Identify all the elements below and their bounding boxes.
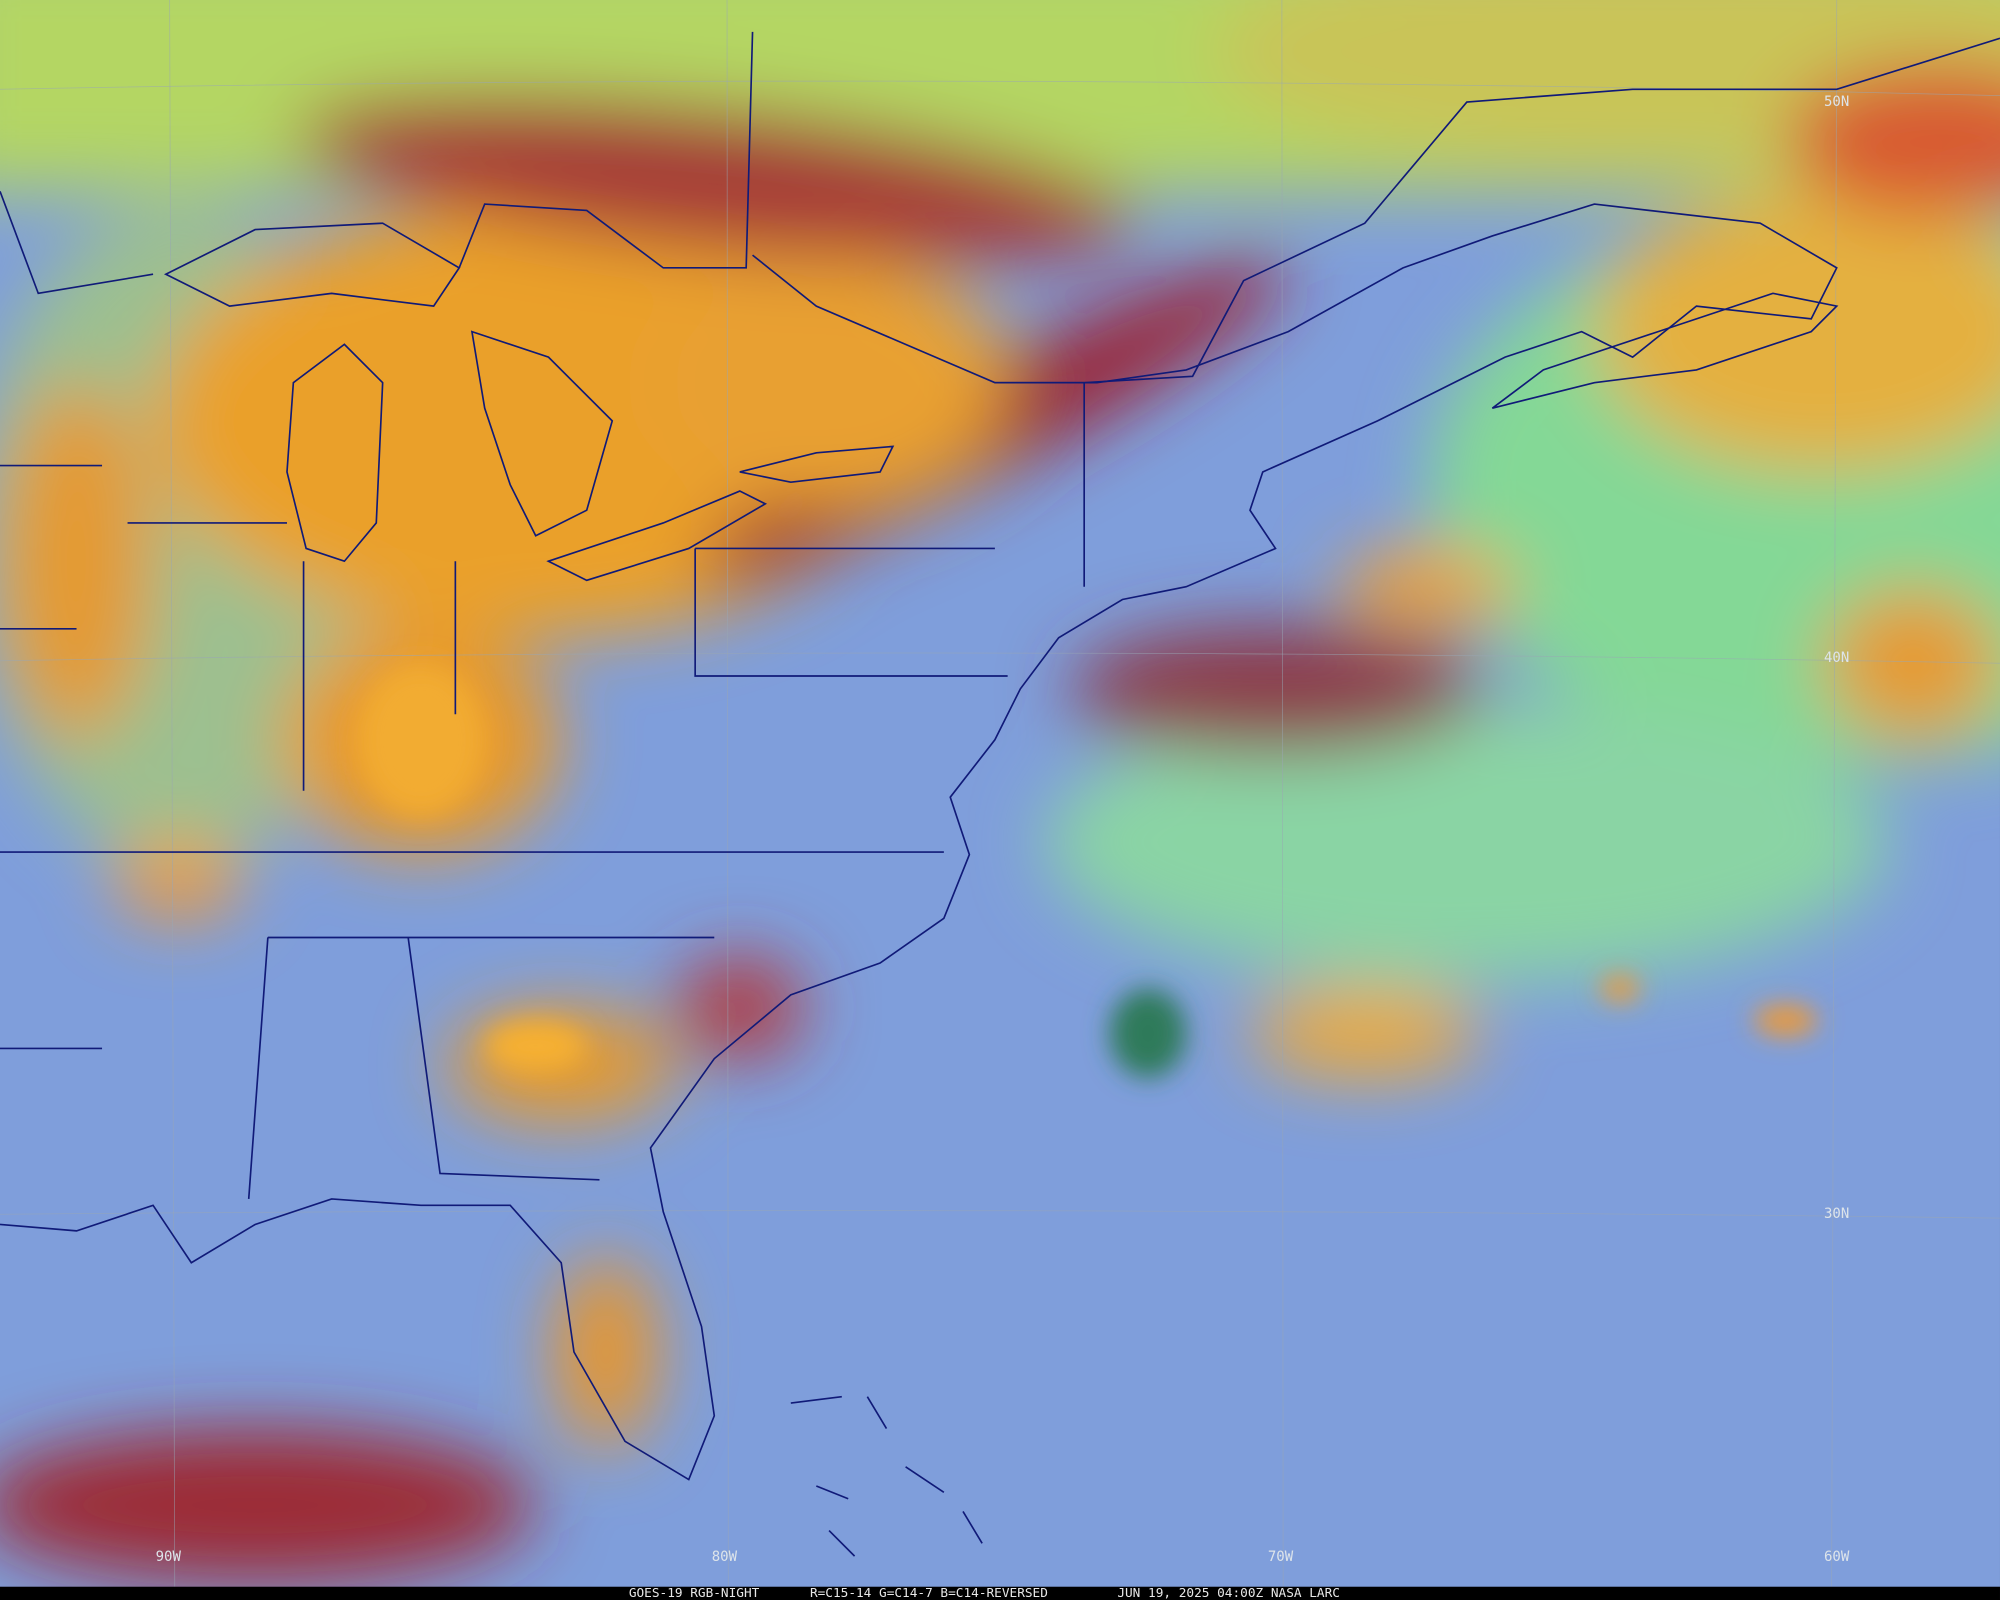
lon-label: 80W xyxy=(712,1549,738,1565)
meridian xyxy=(1281,0,1284,1587)
footer-satellite: GOES-19 RGB-NIGHT xyxy=(629,1586,760,1600)
coastline xyxy=(0,203,1838,1481)
footer-timestamp: JUN 19, 2025 04:00Z NASA LARC xyxy=(1117,1586,1340,1600)
latitude-labels: 50N 40N 30N xyxy=(1824,94,1849,1222)
bahamas xyxy=(790,1395,983,1557)
cloud-detail xyxy=(357,663,1818,1078)
lat-label: 30N xyxy=(1824,1206,1849,1222)
lake-huron xyxy=(470,330,614,537)
lake-michigan xyxy=(286,343,384,563)
lake-ontario xyxy=(739,445,895,483)
meridian xyxy=(1831,0,1838,1587)
lon-label: 70W xyxy=(1268,1549,1294,1565)
footer-channels: R=C15-14 G=C14-7 B=C14-REVERSED xyxy=(810,1586,1048,1600)
us-canada-border xyxy=(0,31,2000,384)
longitude-labels: 90W 80W 70W 60W xyxy=(156,1549,1850,1565)
lon-label: 90W xyxy=(156,1549,182,1565)
lat-label: 40N xyxy=(1824,650,1849,666)
lat-label: 50N xyxy=(1824,94,1849,110)
lon-label: 60W xyxy=(1824,1549,1850,1565)
boundaries xyxy=(0,31,2000,1557)
parallel xyxy=(0,1210,2000,1219)
meridian xyxy=(726,0,729,1587)
meridian xyxy=(169,0,176,1587)
state-lines xyxy=(0,382,1086,1200)
maritimes xyxy=(1491,292,1839,409)
lake-erie xyxy=(546,490,768,582)
lake-superior xyxy=(163,222,461,308)
footer-bar xyxy=(0,1586,2000,1600)
